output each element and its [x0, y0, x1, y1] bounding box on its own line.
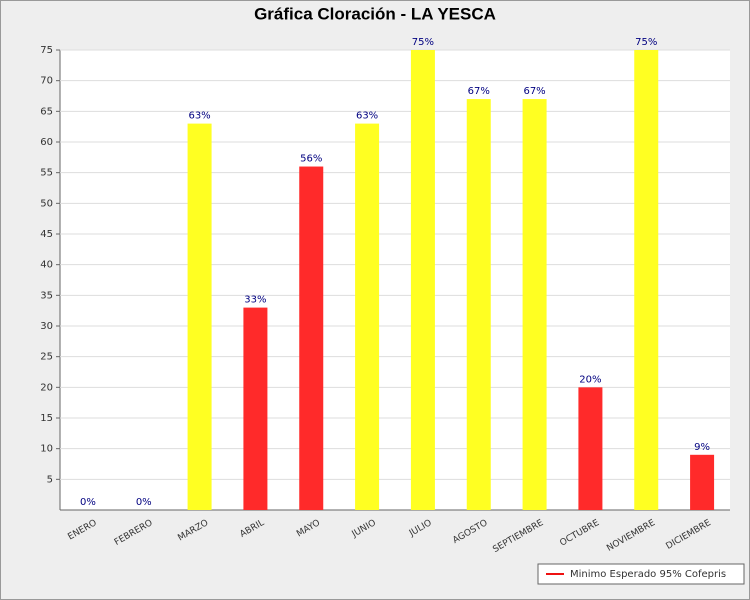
y-tick-label: 15 [40, 413, 53, 424]
y-tick-label: 25 [40, 352, 53, 363]
bar [522, 99, 547, 511]
bar [466, 99, 491, 511]
data-label: 9% [694, 442, 710, 453]
y-tick-label: 75 [40, 45, 53, 56]
bar [243, 307, 268, 510]
data-label: 63% [356, 111, 378, 122]
y-tick-label: 45 [40, 229, 53, 240]
bar [578, 387, 603, 510]
y-tick-label: 10 [40, 444, 53, 455]
y-tick-label: 65 [40, 106, 53, 117]
data-label: 56% [300, 154, 322, 165]
data-label: 75% [635, 37, 657, 48]
data-label: 63% [188, 111, 210, 122]
bar [299, 166, 324, 511]
y-tick-label: 55 [40, 168, 53, 179]
data-label: 67% [468, 86, 490, 97]
y-tick-label: 50 [40, 198, 53, 209]
data-label: 75% [412, 37, 434, 48]
y-tick-label: 35 [40, 290, 53, 301]
y-tick-label: 40 [40, 260, 53, 271]
bar [355, 123, 380, 510]
data-label: 20% [579, 374, 601, 385]
y-tick-label: 30 [40, 321, 53, 332]
y-tick-label: 20 [40, 382, 53, 393]
data-label: 0% [136, 497, 152, 508]
y-tick-label: 60 [40, 137, 53, 148]
y-tick-label: 5 [47, 474, 53, 485]
chart-title: Gráfica Cloración - LA YESCA [254, 4, 496, 23]
legend-label: Minimo Esperado 95% Cofepris [570, 569, 726, 580]
data-label: 0% [80, 497, 96, 508]
plot-area [60, 50, 730, 510]
bar [187, 123, 212, 510]
bar [410, 50, 435, 510]
data-label: 67% [523, 86, 545, 97]
y-tick-label: 70 [40, 76, 53, 87]
bar [690, 454, 715, 510]
legend-box [537, 563, 745, 585]
bar [634, 50, 659, 510]
data-label: 33% [244, 295, 266, 306]
